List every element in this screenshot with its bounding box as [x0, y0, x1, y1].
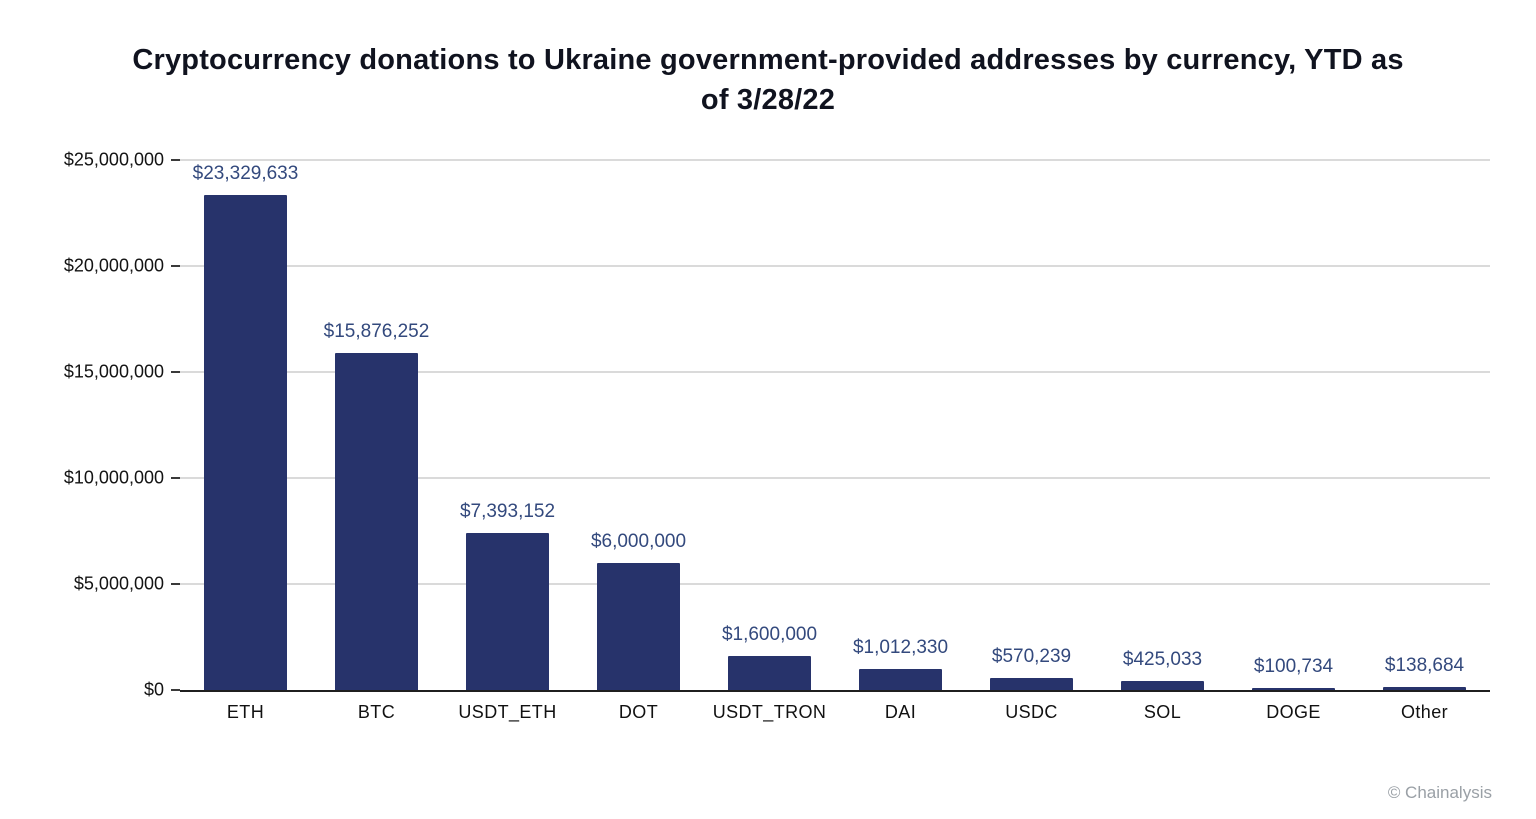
- bar-value-label: $6,000,000: [590, 530, 687, 552]
- y-tick-label: $5,000,000: [73, 573, 164, 594]
- y-tick-label: $10,000,000: [63, 467, 164, 488]
- bar: [1382, 687, 1467, 691]
- bar-group-eth: $23,329,633: [180, 160, 311, 691]
- bar: [334, 353, 419, 691]
- bar: [203, 195, 288, 691]
- bar-value-label: $570,239: [991, 645, 1072, 667]
- x-tick-label: DOGE: [1266, 702, 1321, 723]
- x-tick-label: DOT: [618, 702, 659, 723]
- x-tick-label: USDC: [1005, 702, 1058, 723]
- bar-value-label: $138,684: [1384, 655, 1465, 677]
- gridline: [180, 371, 1490, 374]
- y-axis-tick: [171, 371, 180, 374]
- gridline: [180, 477, 1490, 480]
- bar-value-label: $425,033: [1122, 649, 1203, 671]
- bar-group-usdt_eth: $7,393,152: [442, 160, 573, 691]
- bar: [989, 677, 1074, 691]
- bar-chart: $0 $5,000,000 $10,000,000 $15,000,000 $20,00…: [0, 150, 1536, 723]
- bar: [858, 668, 943, 691]
- y-tick-label: $15,000,000: [63, 361, 164, 382]
- x-tick-label: SOL: [1143, 702, 1182, 723]
- bar-value-label: $7,393,152: [459, 501, 556, 523]
- bar: [465, 533, 550, 691]
- bar-group-dot: $6,000,000: [573, 160, 704, 691]
- x-tick-label: Other: [1400, 702, 1449, 723]
- bar-value-label: $100,734: [1253, 655, 1334, 677]
- y-axis-tick: [171, 159, 180, 162]
- x-tick-label: USDT_TRON: [712, 702, 827, 723]
- y-axis-tick: [171, 265, 180, 268]
- bar: [1251, 687, 1336, 691]
- gridline: [180, 159, 1490, 162]
- plot-area: $0 $5,000,000 $10,000,000 $15,000,000 $20,00…: [64, 150, 1490, 700]
- bar-group-doge: $100,734: [1228, 160, 1359, 691]
- y-axis-tick: [171, 583, 180, 586]
- bar: [596, 562, 681, 691]
- source-attribution: © Chainalysis: [1387, 783, 1492, 802]
- y-tick-label: $20,000,000: [63, 255, 164, 276]
- x-tick-label: BTC: [357, 702, 396, 723]
- bar-value-label: $1,012,330: [852, 636, 949, 658]
- chart-title: Cryptocurrency donations to Ukraine gove…: [132, 44, 1404, 117]
- bar-value-label: $23,329,633: [192, 163, 299, 185]
- bar-group-usdt_tron: $1,600,000: [704, 160, 835, 691]
- y-axis-tick: [171, 477, 180, 480]
- y-tick-label: $25,000,000: [63, 149, 164, 170]
- x-tick-label: ETH: [226, 702, 265, 723]
- bar-value-label: $1,600,000: [721, 624, 818, 646]
- x-tick-label: DAI: [884, 702, 917, 723]
- gridline: [180, 265, 1490, 268]
- bar-group-sol: $425,033: [1097, 160, 1228, 691]
- x-axis: ETH BTC USDT_ETH DOT USDT_TRON DAI USDC SOL DOGE…: [180, 702, 1490, 723]
- bar-group-other: $138,684: [1359, 160, 1490, 691]
- x-tick-label: USDT_ETH: [458, 702, 557, 723]
- y-tick-label: $0: [143, 679, 164, 700]
- bar: [1120, 681, 1205, 691]
- bars-container: $23,329,633 $15,876,252 $7,393,152 $6,000,0…: [180, 160, 1490, 691]
- bar-group-dai: $1,012,330: [835, 160, 966, 691]
- gridline: [180, 583, 1490, 586]
- bar-group-usdc: $570,239: [966, 160, 1097, 691]
- y-axis-tick: [171, 689, 180, 692]
- bar-value-label: $15,876,252: [323, 321, 430, 343]
- bar-group-btc: $15,876,252: [311, 160, 442, 691]
- bar: [727, 656, 812, 691]
